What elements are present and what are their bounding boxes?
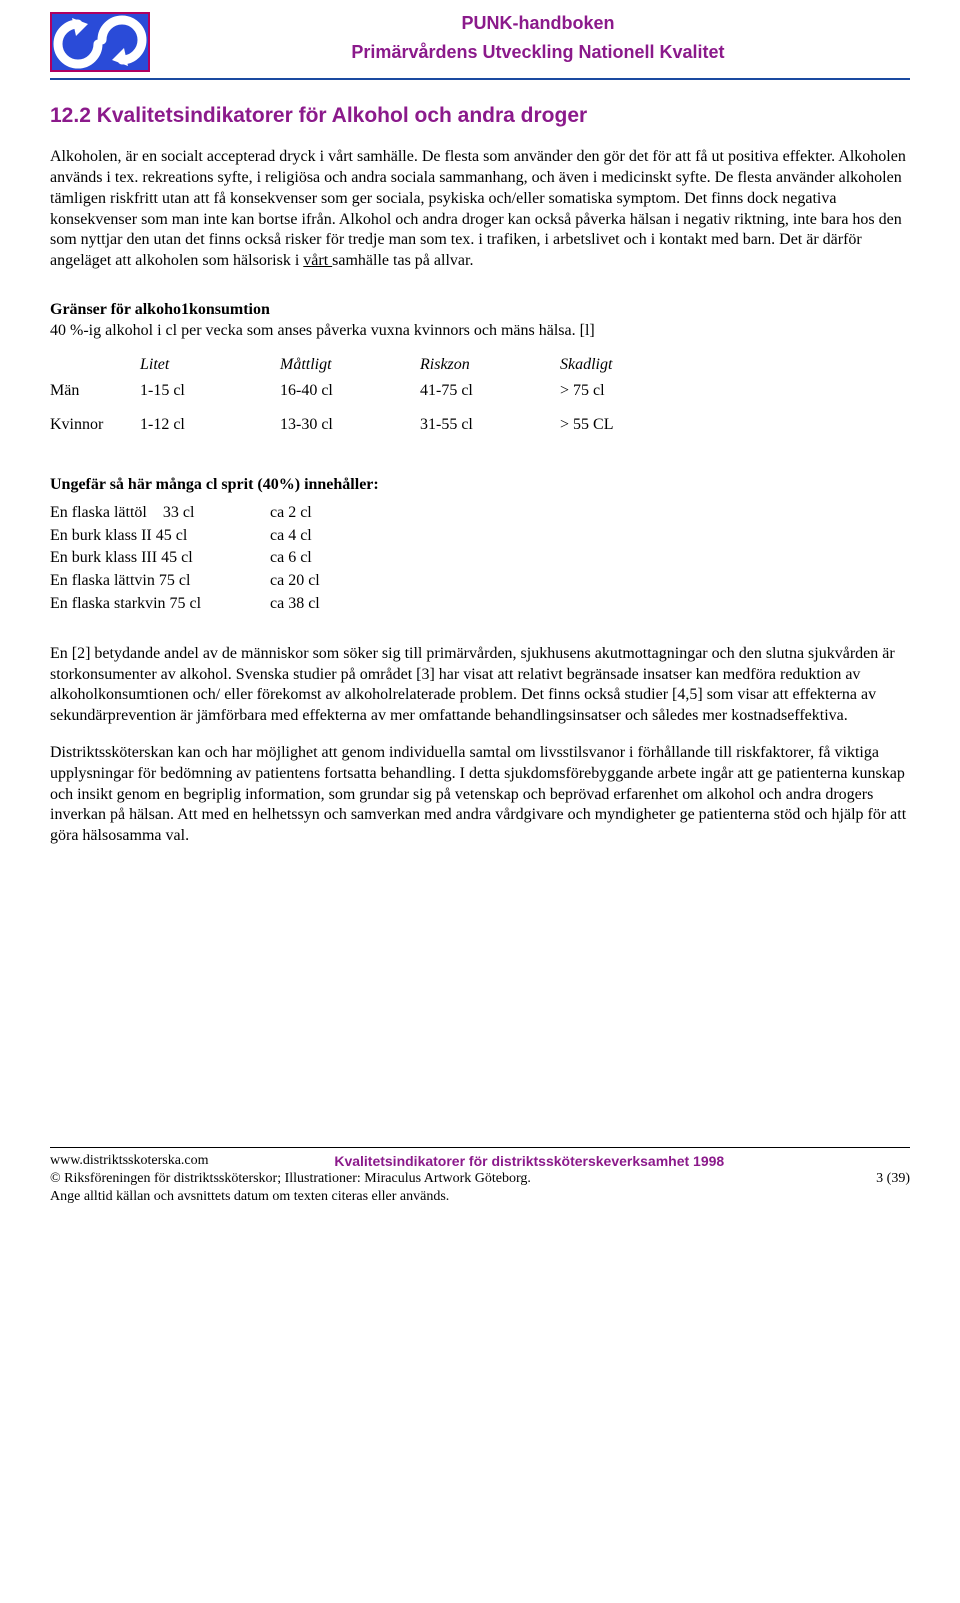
section-title: 12.2 Kvalitetsindikatorer för Alkohol oc… <box>50 102 910 129</box>
footer-row-3: Ange alltid källan och avsnittets datum … <box>50 1188 910 1206</box>
table-row: En flaska lättöl 33 cl ca 2 cl <box>50 502 390 525</box>
paragraph-intro: Alkoholen, är en socialt accepterad dryc… <box>50 147 910 272</box>
cell: ca 6 cl <box>270 547 390 570</box>
para1-part-a: Alkoholen, är en socialt accepterad dryc… <box>50 148 906 269</box>
limits-heading: Gränser för alkoho1konsumtion <box>50 300 910 321</box>
cell: ca 2 cl <box>270 502 390 525</box>
cell: > 75 cl <box>560 378 700 405</box>
header-title-2: Primärvårdens Utveckling Nationell Kvali… <box>166 41 910 64</box>
footer-divider <box>50 1147 910 1148</box>
header-title-block: PUNK-handboken Primärvårdens Utveckling … <box>166 12 910 65</box>
para1-part-b: samhälle tas på allvar. <box>332 252 473 269</box>
consumption-table: Litet Måttligt Riskzon Skadligt Män 1-15… <box>50 352 700 439</box>
table-header-row: Litet Måttligt Riskzon Skadligt <box>50 352 700 379</box>
limits-subtext: 40 %-ig alkohol i cl per vecka som anses… <box>50 321 910 342</box>
cell: 1-15 cl <box>140 378 280 405</box>
header-divider <box>50 78 910 80</box>
footer-url: www.distriktsskoterska.com <box>50 1152 209 1170</box>
spirits-table: En flaska lättöl 33 cl ca 2 cl En burk k… <box>50 502 390 616</box>
table-row: Kvinnor 1-12 cl 13-30 cl 31-55 cl > 55 C… <box>50 405 700 439</box>
th-riskzon: Riskzon <box>420 352 560 379</box>
cell: ca 20 cl <box>270 570 390 593</box>
table-row: En burk klass II 45 cl ca 4 cl <box>50 525 390 548</box>
cell: Män <box>50 378 140 405</box>
table-row: Män 1-15 cl 16-40 cl 41-75 cl > 75 cl <box>50 378 700 405</box>
table-row: En flaska lättvin 75 cl ca 20 cl <box>50 570 390 593</box>
para1-underlined: vårt <box>303 252 332 269</box>
spirits-heading: Ungefär så här många cl sprit (40%) inne… <box>50 475 910 496</box>
th-skadligt: Skadligt <box>560 352 700 379</box>
footer-row-2: © Riksföreningen för distriktssköterskor… <box>50 1170 910 1188</box>
footer-center-title: Kvalitetsindikatorer för distriktssköter… <box>334 1152 724 1170</box>
cell: En flaska lättvin 75 cl <box>50 570 270 593</box>
cell: En flaska starkvin 75 cl <box>50 593 270 616</box>
paragraph-evidence: En [2] betydande andel av de människor s… <box>50 644 910 727</box>
cell: Kvinnor <box>50 405 140 439</box>
cell: En flaska lättöl 33 cl <box>50 502 270 525</box>
page-header: PUNK-handboken Primärvårdens Utveckling … <box>50 12 910 72</box>
table-row: En burk klass III 45 cl ca 6 cl <box>50 547 390 570</box>
cell: En burk klass II 45 cl <box>50 525 270 548</box>
cell: > 55 CL <box>560 405 700 439</box>
paragraph-nurse-role: Distriktssköterskan kan och har möjlighe… <box>50 743 910 847</box>
page-footer: www.distriktsskoterska.com Kvalitetsindi… <box>50 1147 910 1207</box>
cell: ca 4 cl <box>270 525 390 548</box>
cell: 41-75 cl <box>420 378 560 405</box>
cell: 13-30 cl <box>280 405 420 439</box>
cell: 31-55 cl <box>420 405 560 439</box>
logo-icon <box>50 12 150 72</box>
cell: 16-40 cl <box>280 378 420 405</box>
header-title-1: PUNK-handboken <box>166 12 910 35</box>
cell: ca 38 cl <box>270 593 390 616</box>
table-row: En flaska starkvin 75 cl ca 38 cl <box>50 593 390 616</box>
th-blank <box>50 352 140 379</box>
footer-copyright: © Riksföreningen för distriktssköterskor… <box>50 1170 531 1188</box>
cell: 1-12 cl <box>140 405 280 439</box>
footer-spacer <box>850 1152 910 1170</box>
th-mattligt: Måttligt <box>280 352 420 379</box>
th-litet: Litet <box>140 352 280 379</box>
footer-row-1: www.distriktsskoterska.com Kvalitetsindi… <box>50 1152 910 1170</box>
cell: En burk klass III 45 cl <box>50 547 270 570</box>
page-number: 3 (39) <box>876 1170 910 1188</box>
